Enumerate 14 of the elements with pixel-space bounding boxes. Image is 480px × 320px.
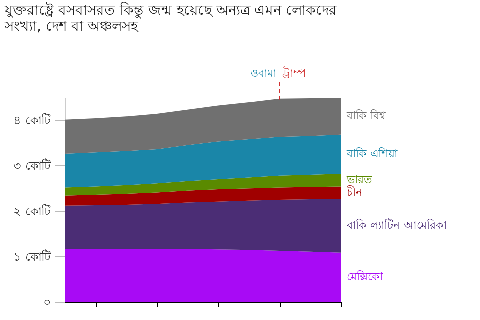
chart-title: যুক্তরাষ্ট্রে বসবাসরত কিন্তু জন্ম হয়েছে অন্যত্র এমন লোকদের সংখ্যা, দেশ বা অঞ্চলসহ xyxy=(4,2,338,35)
series-label: বাকি ল্যাটিন আমেরিকা xyxy=(346,218,448,232)
y-tick-label: ১ কোটি xyxy=(14,250,52,264)
series-label: বাকি এশিয়া xyxy=(346,147,398,160)
text: ওবামা xyxy=(250,67,278,80)
y-tick-label: ৪ কোটি xyxy=(14,113,52,128)
text: ট্রাম্প xyxy=(282,67,307,80)
series-label: মেক্সিকো xyxy=(347,270,384,284)
y-tick-label: ৩ কোটি xyxy=(14,158,52,173)
series-label: ভারত xyxy=(346,173,373,186)
series-label: চীন xyxy=(346,186,363,199)
y-tick-label: ২ কোটি xyxy=(14,204,52,218)
series-label: বাকি বিশ্ব xyxy=(346,109,386,122)
y-tick-label: ০ xyxy=(44,296,52,310)
